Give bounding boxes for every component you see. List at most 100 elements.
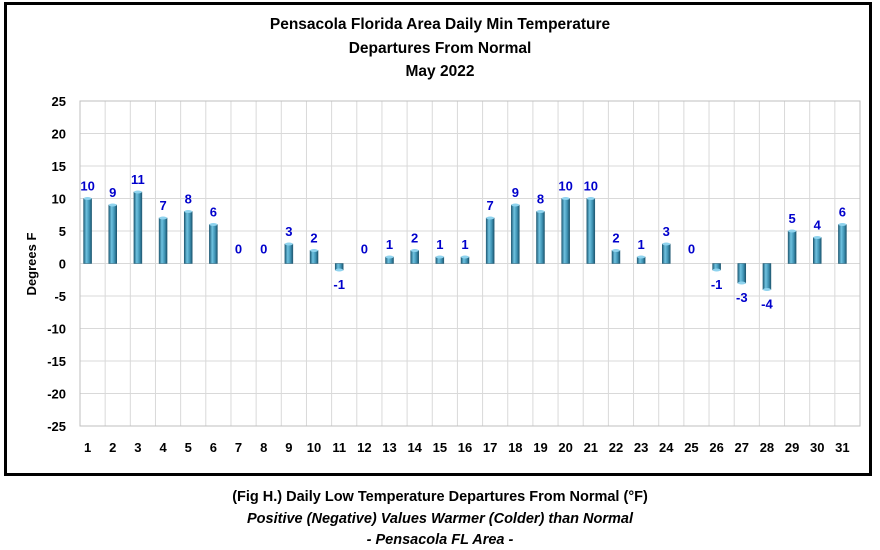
bar: [133, 191, 143, 264]
x-tick-label: 4: [159, 440, 167, 455]
data-label: -1: [711, 277, 723, 292]
x-tick-label: 27: [735, 440, 749, 455]
data-label: 5: [788, 211, 795, 226]
data-label: -3: [736, 290, 748, 305]
bar-cap: [788, 229, 797, 233]
bar-cap: [611, 249, 620, 252]
data-label: 1: [638, 237, 645, 252]
y-tick-label: 20: [52, 127, 66, 142]
data-label: 0: [260, 242, 267, 257]
x-tick-label: 7: [235, 440, 242, 455]
y-axis-label: Degrees F: [24, 233, 39, 296]
y-tick-label: -10: [47, 322, 66, 337]
data-label: 8: [537, 192, 544, 207]
data-label: 2: [612, 231, 619, 246]
bar: [309, 250, 319, 264]
bar: [183, 211, 193, 264]
bar-cap: [813, 236, 822, 239]
x-tick-label: 9: [285, 440, 292, 455]
bar: [485, 217, 495, 264]
bar-cap: [511, 203, 520, 207]
bar: [662, 243, 671, 264]
y-tick-label: 15: [52, 159, 66, 174]
x-tick-label: 31: [835, 440, 849, 455]
data-label: 0: [361, 242, 368, 257]
bar-cap: [385, 255, 394, 259]
data-label: 2: [411, 231, 418, 246]
caption-line-3: - Pensacola FL Area -: [366, 532, 514, 548]
x-tick-label: 20: [558, 440, 572, 455]
y-tick-label: -20: [47, 387, 66, 402]
x-tick-label: 1: [84, 440, 91, 455]
data-label: 10: [558, 179, 572, 194]
data-label: 9: [512, 185, 519, 200]
bar: [158, 217, 168, 264]
bar: [737, 263, 747, 284]
y-tick-label: 10: [52, 192, 66, 207]
x-tick-label: 5: [185, 440, 192, 455]
bar-cap: [83, 197, 92, 200]
bar: [787, 230, 797, 264]
bar-cap: [486, 216, 495, 220]
x-tick-label: 19: [533, 440, 547, 455]
x-tick-label: 16: [458, 440, 472, 455]
bar-cap: [637, 255, 646, 259]
bar-cap: [662, 242, 671, 246]
data-label: 3: [663, 224, 670, 239]
bar: [83, 198, 92, 264]
bar-cap: [838, 223, 847, 226]
x-tick-label: 11: [332, 440, 346, 455]
x-tick-label: 25: [684, 440, 698, 455]
bar: [586, 198, 596, 264]
bar: [611, 250, 621, 264]
data-label: 9: [109, 185, 116, 200]
x-tick-label: 22: [609, 440, 623, 455]
data-label: -1: [333, 277, 345, 292]
data-label: 4: [814, 218, 822, 233]
x-tick-label: 14: [407, 440, 422, 455]
bars: [83, 190, 847, 291]
bar-cap: [108, 203, 117, 207]
y-tick-label: -15: [47, 354, 66, 369]
data-label: 7: [487, 198, 494, 213]
x-tick-label: 18: [508, 440, 522, 455]
data-label: 1: [386, 237, 393, 252]
chart-title-line-3: May 2022: [405, 63, 475, 80]
y-tick-label: -25: [47, 419, 66, 434]
x-tick-label: 29: [785, 440, 799, 455]
bar: [762, 263, 772, 290]
bar-cap: [461, 255, 469, 259]
bar-cap: [712, 268, 721, 272]
data-label: 3: [285, 224, 292, 239]
plot-area-border: [79, 100, 861, 427]
bar-cap: [536, 210, 545, 213]
x-tick-label: 15: [433, 440, 447, 455]
chart-frame: [4, 2, 872, 476]
caption-line-2: Positive (Negative) Values Warmer (Colde…: [247, 511, 633, 527]
bar-cap: [762, 288, 771, 291]
x-tick-label: 8: [260, 440, 267, 455]
data-label: 0: [235, 242, 242, 257]
bar-cap: [737, 281, 746, 285]
data-label: 2: [310, 231, 317, 246]
data-label: -4: [761, 297, 773, 312]
bar-cap: [209, 223, 218, 226]
x-tick-label: 26: [709, 440, 723, 455]
bar-cap: [310, 249, 319, 252]
data-label: 8: [185, 192, 192, 207]
bar: [284, 243, 294, 264]
bar: [410, 250, 419, 264]
x-tick-label: 21: [584, 440, 598, 455]
y-tick-label: 5: [59, 224, 66, 239]
x-tick-label: 30: [810, 440, 824, 455]
data-label: 6: [210, 205, 217, 220]
y-tick-label: 25: [52, 94, 66, 109]
x-tick-label: 24: [659, 440, 674, 455]
bar-cap: [184, 210, 193, 213]
x-tick-label: 6: [210, 440, 217, 455]
x-tick-label: 28: [760, 440, 774, 455]
x-tick-label: 3: [134, 440, 141, 455]
